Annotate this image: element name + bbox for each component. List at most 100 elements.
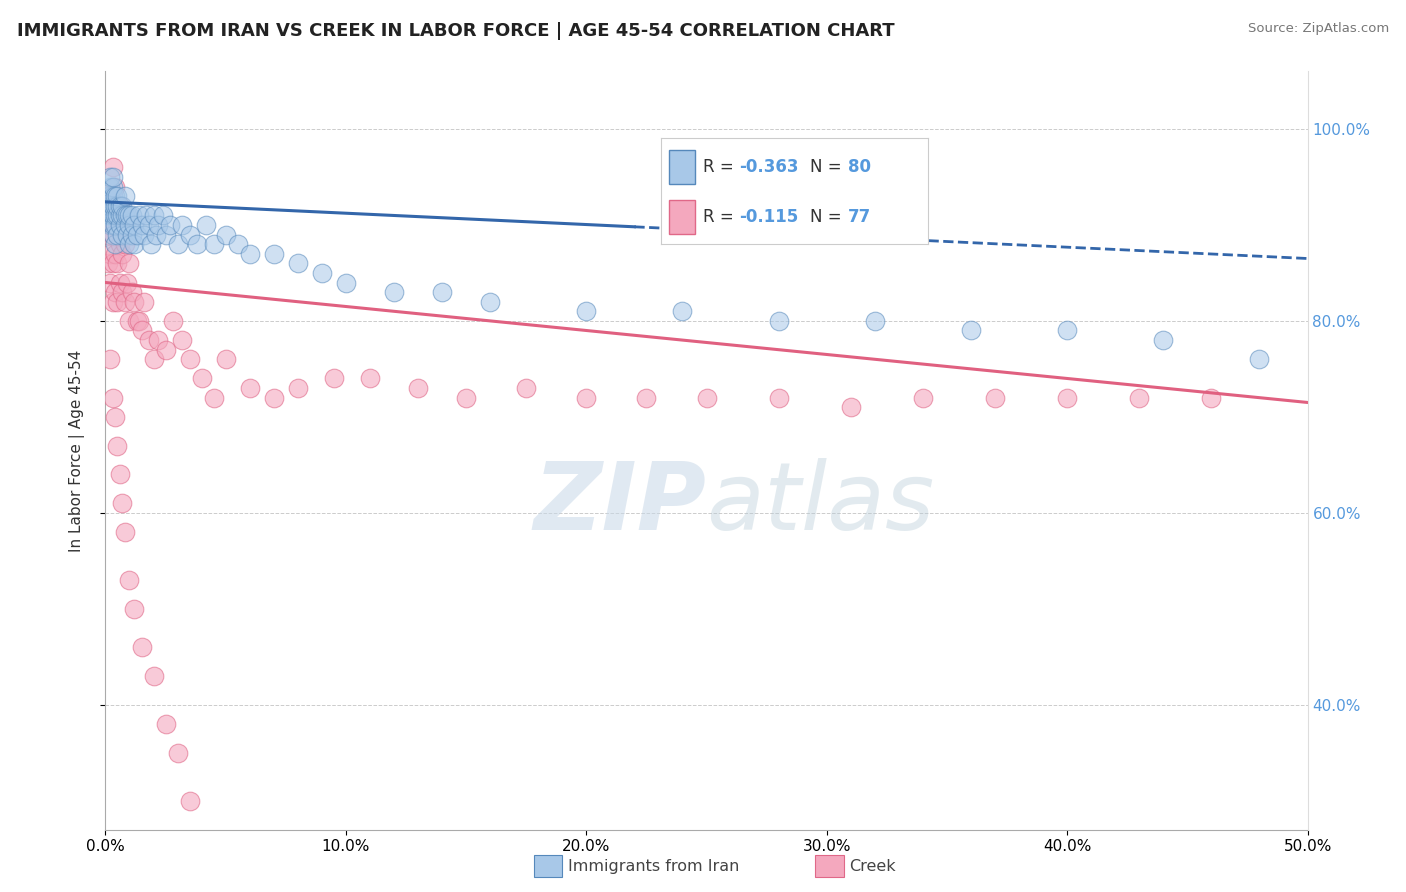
Point	[107, 294, 129, 309]
Text: 77: 77	[848, 208, 870, 226]
Point	[839, 401, 862, 415]
Point	[155, 343, 177, 357]
Text: Creek: Creek	[849, 859, 896, 873]
Point	[172, 218, 194, 232]
Point	[166, 746, 188, 760]
Text: Source: ZipAtlas.com: Source: ZipAtlas.com	[1249, 22, 1389, 36]
FancyBboxPatch shape	[669, 150, 696, 184]
Point	[1201, 391, 1223, 405]
Point	[111, 227, 134, 242]
Point	[108, 199, 131, 213]
Point	[104, 285, 127, 299]
Point	[98, 208, 121, 222]
Point	[115, 208, 138, 222]
Point	[430, 285, 453, 299]
Point	[118, 218, 141, 232]
Point	[960, 324, 983, 338]
Point	[98, 218, 121, 232]
Point	[108, 199, 131, 213]
Point	[101, 294, 124, 309]
Point	[214, 227, 236, 242]
Point	[125, 227, 148, 242]
Point	[166, 237, 188, 252]
Point	[118, 237, 141, 252]
Point	[114, 189, 136, 203]
Point	[107, 208, 129, 222]
Point	[101, 189, 124, 203]
Point	[359, 371, 381, 385]
Point	[179, 227, 201, 242]
Point	[142, 352, 165, 367]
Point	[179, 352, 201, 367]
Text: ZIP: ZIP	[534, 458, 707, 549]
Point	[179, 794, 201, 808]
Point	[190, 371, 212, 385]
Point	[1249, 352, 1271, 367]
Point	[984, 391, 1007, 405]
Point	[671, 304, 693, 318]
Point	[172, 333, 194, 347]
Point	[101, 199, 124, 213]
Point	[696, 391, 718, 405]
Point	[911, 391, 934, 405]
Point	[115, 276, 138, 290]
Point	[104, 237, 127, 252]
Point	[226, 237, 249, 252]
Text: N =: N =	[810, 208, 846, 226]
Text: 80: 80	[848, 158, 870, 176]
Point	[239, 246, 262, 260]
Point	[114, 208, 136, 222]
Point	[114, 294, 136, 309]
Point	[202, 391, 225, 405]
Point	[118, 314, 141, 328]
Point	[108, 218, 131, 232]
Point	[162, 314, 184, 328]
Point	[111, 496, 134, 510]
Point	[479, 294, 502, 309]
Point	[322, 371, 344, 385]
Point	[104, 189, 127, 203]
Point	[107, 256, 129, 270]
Point	[382, 285, 405, 299]
Point	[107, 227, 129, 242]
Point	[132, 294, 155, 309]
Point	[515, 381, 537, 395]
Point	[287, 256, 309, 270]
Point	[115, 227, 138, 242]
Point	[98, 218, 121, 232]
Point	[97, 189, 120, 203]
Point	[121, 285, 143, 299]
Point	[111, 199, 134, 213]
Point	[98, 169, 121, 184]
Point	[104, 409, 127, 424]
Point	[104, 179, 127, 194]
Point	[128, 314, 150, 328]
Point	[263, 391, 285, 405]
Text: N =: N =	[810, 158, 846, 176]
Point	[131, 324, 153, 338]
Point	[108, 237, 131, 252]
Text: -0.363: -0.363	[740, 158, 799, 176]
Point	[104, 208, 127, 222]
Point	[148, 218, 170, 232]
Point	[118, 573, 141, 587]
Point	[97, 199, 120, 213]
Point	[1152, 333, 1174, 347]
Point	[124, 237, 146, 252]
Point	[121, 227, 143, 242]
Point	[132, 227, 155, 242]
Point	[768, 314, 790, 328]
Point	[139, 237, 162, 252]
Point	[155, 227, 177, 242]
Point	[107, 439, 129, 453]
FancyBboxPatch shape	[669, 200, 696, 234]
Point	[124, 602, 146, 616]
Point	[311, 266, 333, 280]
Point	[124, 294, 146, 309]
Point	[101, 218, 124, 232]
Point	[142, 208, 165, 222]
Point	[406, 381, 429, 395]
Text: -0.115: -0.115	[740, 208, 799, 226]
Point	[108, 467, 131, 482]
Point	[107, 189, 129, 203]
